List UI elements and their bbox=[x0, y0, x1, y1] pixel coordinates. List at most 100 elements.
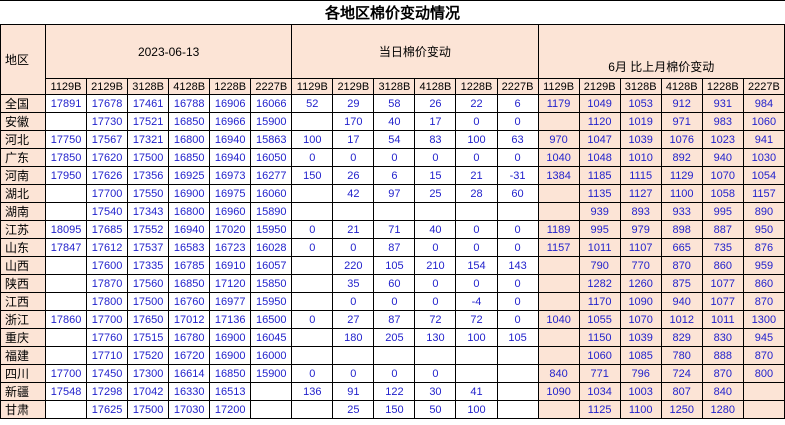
daily-change-cell[interactable]: 0 bbox=[455, 220, 498, 239]
region-cell[interactable]: 山西 bbox=[0, 256, 46, 275]
daily-change-cell[interactable] bbox=[455, 346, 498, 365]
daily-change-cell[interactable]: 0 bbox=[455, 148, 498, 167]
month-change-cell[interactable]: 1003 bbox=[619, 382, 662, 401]
daily-change-cell[interactable] bbox=[291, 112, 334, 131]
price-cell[interactable]: 16940 bbox=[168, 220, 211, 239]
daily-change-cell[interactable]: 0 bbox=[455, 274, 498, 293]
month-change-cell[interactable] bbox=[537, 112, 580, 131]
month-change-cell[interactable]: 890 bbox=[742, 202, 785, 221]
month-change-cell[interactable]: 941 bbox=[742, 130, 785, 149]
price-cell[interactable]: 17750 bbox=[44, 130, 88, 149]
daily-change-cell[interactable]: 17 bbox=[332, 130, 375, 149]
daily-change-cell[interactable] bbox=[291, 292, 334, 311]
price-cell[interactable]: 16850 bbox=[209, 364, 252, 383]
month-change-cell[interactable]: 1048 bbox=[578, 148, 621, 167]
price-cell[interactable]: 17710 bbox=[86, 346, 129, 365]
month-change-cell[interactable]: 1107 bbox=[619, 238, 662, 257]
daily-change-cell[interactable]: 0 bbox=[291, 220, 334, 239]
price-cell[interactable]: 17136 bbox=[209, 310, 252, 329]
price-cell[interactable] bbox=[44, 256, 88, 275]
month-change-cell[interactable]: 1060 bbox=[742, 112, 785, 131]
daily-change-cell[interactable]: 63 bbox=[496, 130, 539, 149]
daily-change-cell[interactable]: 0 bbox=[373, 148, 416, 167]
daily-change-cell[interactable]: 72 bbox=[414, 310, 457, 329]
price-cell[interactable]: 17012 bbox=[168, 310, 211, 329]
price-cell[interactable]: 16788 bbox=[168, 94, 211, 113]
month-change-cell[interactable]: 770 bbox=[619, 256, 662, 275]
month-change-cell[interactable]: 1150 bbox=[578, 328, 621, 347]
month-change-cell[interactable] bbox=[537, 400, 580, 419]
price-cell[interactable]: 16900 bbox=[209, 328, 252, 347]
price-cell[interactable]: 16940 bbox=[209, 130, 252, 149]
price-cell[interactable]: 17020 bbox=[209, 220, 252, 239]
month-change-cell[interactable]: 1049 bbox=[578, 94, 621, 113]
price-cell[interactable]: 16960 bbox=[209, 202, 252, 221]
region-cell[interactable]: 广东 bbox=[0, 148, 46, 167]
column-header-1228B-group1[interactable]: 1228B bbox=[209, 78, 252, 95]
price-cell[interactable]: 17120 bbox=[209, 274, 252, 293]
month-change-cell[interactable]: 870 bbox=[742, 346, 785, 365]
daily-change-cell[interactable]: 0 bbox=[332, 238, 375, 257]
month-change-cell[interactable]: 1090 bbox=[619, 292, 662, 311]
price-cell[interactable]: 15900 bbox=[250, 112, 293, 131]
group-header-month-change[interactable]: 6月 比上月棉价变动 bbox=[537, 24, 785, 79]
month-change-cell[interactable]: 970 bbox=[537, 130, 580, 149]
month-change-cell[interactable]: 1189 bbox=[537, 220, 580, 239]
daily-change-cell[interactable]: 100 bbox=[455, 130, 498, 149]
month-change-cell[interactable]: 1125 bbox=[578, 400, 621, 419]
region-cell[interactable]: 安徽 bbox=[0, 112, 46, 131]
region-cell[interactable]: 陕西 bbox=[0, 274, 46, 293]
daily-change-cell[interactable]: 0 bbox=[496, 220, 539, 239]
price-cell[interactable] bbox=[44, 400, 88, 419]
month-change-cell[interactable]: 1100 bbox=[619, 400, 662, 419]
price-cell[interactable]: 17450 bbox=[86, 364, 129, 383]
month-change-cell[interactable]: 830 bbox=[701, 328, 744, 347]
month-change-cell[interactable]: 665 bbox=[660, 238, 703, 257]
daily-change-cell[interactable] bbox=[291, 328, 334, 347]
price-cell[interactable]: 17612 bbox=[86, 238, 129, 257]
group-header-daily-change[interactable]: 当日棉价变动 bbox=[291, 24, 539, 79]
daily-change-cell[interactable] bbox=[414, 202, 457, 221]
daily-change-cell[interactable] bbox=[496, 202, 539, 221]
month-change-cell[interactable]: 840 bbox=[701, 382, 744, 401]
daily-change-cell[interactable]: 0 bbox=[496, 274, 539, 293]
price-cell[interactable]: 16900 bbox=[168, 184, 211, 203]
month-change-cell[interactable]: 995 bbox=[701, 202, 744, 221]
column-header-2227B-group2[interactable]: 2227B bbox=[496, 78, 539, 95]
region-cell[interactable]: 河北 bbox=[0, 130, 46, 149]
price-cell[interactable]: 17200 bbox=[209, 400, 252, 419]
price-cell[interactable] bbox=[44, 112, 88, 131]
region-cell[interactable]: 全国 bbox=[0, 94, 46, 113]
daily-change-cell[interactable] bbox=[455, 364, 498, 383]
price-cell[interactable]: 15890 bbox=[250, 202, 293, 221]
month-change-cell[interactable]: 1070 bbox=[701, 166, 744, 185]
daily-change-cell[interactable] bbox=[332, 202, 375, 221]
price-cell[interactable]: 16330 bbox=[168, 382, 211, 401]
price-cell[interactable]: 16800 bbox=[168, 202, 211, 221]
price-cell[interactable]: 17500 bbox=[127, 400, 170, 419]
price-cell[interactable]: 15850 bbox=[250, 274, 293, 293]
daily-change-cell[interactable]: 72 bbox=[455, 310, 498, 329]
month-change-cell[interactable] bbox=[537, 274, 580, 293]
month-change-cell[interactable]: 860 bbox=[701, 256, 744, 275]
region-cell[interactable]: 湖北 bbox=[0, 184, 46, 203]
price-cell[interactable]: 16785 bbox=[168, 256, 211, 275]
daily-change-cell[interactable]: 27 bbox=[332, 310, 375, 329]
month-change-cell[interactable]: 870 bbox=[660, 256, 703, 275]
column-header-3128B-group3[interactable]: 3128B bbox=[619, 78, 662, 95]
price-cell[interactable] bbox=[44, 292, 88, 311]
region-cell[interactable]: 四川 bbox=[0, 364, 46, 383]
month-change-cell[interactable]: 1034 bbox=[578, 382, 621, 401]
daily-change-cell[interactable]: 150 bbox=[373, 400, 416, 419]
column-header-3128B-group2[interactable]: 3128B bbox=[373, 78, 416, 95]
month-change-cell[interactable]: 933 bbox=[660, 202, 703, 221]
price-cell[interactable] bbox=[44, 274, 88, 293]
price-cell[interactable]: 16973 bbox=[209, 166, 252, 185]
price-cell[interactable]: 16925 bbox=[168, 166, 211, 185]
daily-change-cell[interactable]: 0 bbox=[373, 292, 416, 311]
price-cell[interactable]: 17550 bbox=[127, 184, 170, 203]
daily-change-cell[interactable]: 0 bbox=[496, 310, 539, 329]
daily-change-cell[interactable]: 60 bbox=[496, 184, 539, 203]
region-cell[interactable]: 新疆 bbox=[0, 382, 46, 401]
price-cell[interactable]: 17860 bbox=[44, 310, 88, 329]
